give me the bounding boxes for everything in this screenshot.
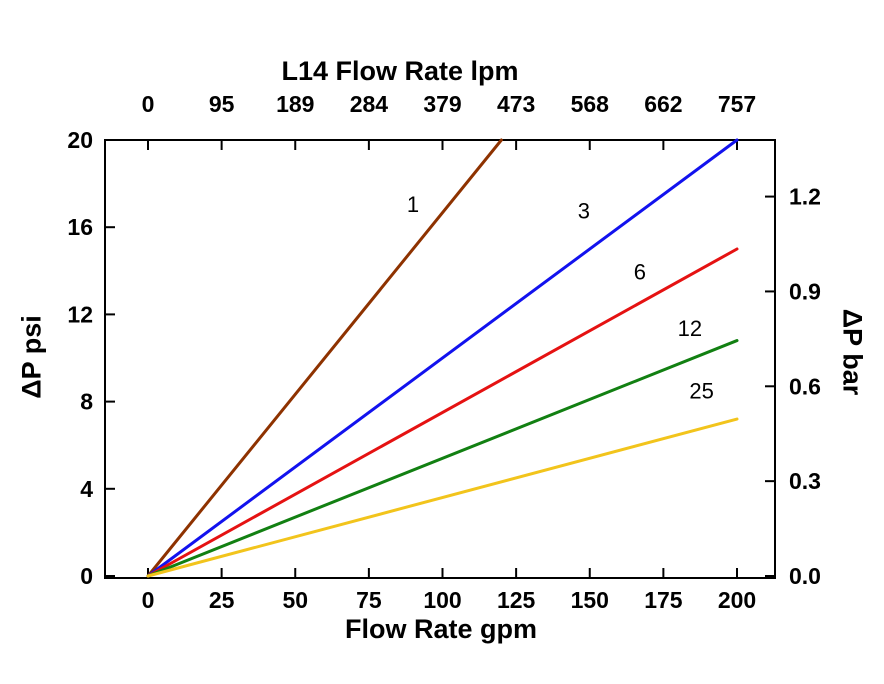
series-label-1: 1 [407,192,419,217]
top-axis-title: L14 Flow Rate lpm [281,56,519,86]
series-line-25 [146,417,739,578]
x-tick-label-bottom: 100 [423,587,461,613]
x-tick-label-bottom: 75 [356,587,382,613]
x-tick-label-top: 568 [571,91,610,117]
y-tick-label-right: 0.3 [789,468,821,494]
x-tick-label-top: 662 [644,91,682,117]
left-axis-title: ΔP psi [16,315,47,399]
y-tick-label-left: 8 [80,389,93,415]
series-line-1 [146,138,503,578]
x-tick-label-top: 189 [276,91,314,117]
series-label-12: 12 [678,316,702,341]
y-tick-label-right: 0.9 [789,278,821,304]
plot-frame [104,139,776,579]
series-label-3: 3 [578,198,590,223]
x-tick-label-bottom: 175 [644,587,683,613]
x-tick-label-bottom: 200 [718,587,756,613]
series-line-12 [146,339,739,578]
y-tick-label-left: 0 [80,563,93,589]
series-line-3 [146,138,739,578]
series-line-6 [146,247,739,578]
y-tick-label-left: 4 [80,476,93,502]
x-tick-label-bottom: 25 [209,587,235,613]
y-tick-label-left: 16 [67,214,93,240]
x-tick-label-top: 284 [350,91,389,117]
x-tick-label-top: 379 [423,91,461,117]
x-tick-label-top: 0 [142,91,155,117]
y-tick-label-right: 0.6 [789,373,821,399]
x-tick-label-bottom: 125 [497,587,536,613]
y-tick-label-left: 12 [67,301,93,327]
x-tick-label-bottom: 0 [142,587,155,613]
y-tick-label-right: 0.0 [789,563,821,589]
x-tick-label-bottom: 150 [571,587,609,613]
x-tick-label-bottom: 50 [282,587,308,613]
x-tick-label-top: 473 [497,91,535,117]
x-tick-label-top: 95 [209,91,235,117]
series-label-25: 25 [689,378,713,403]
bottom-axis-title: Flow Rate gpm [344,614,538,644]
series-label-6: 6 [634,260,646,285]
y-tick-label-right: 1.2 [789,184,821,210]
x-tick-label-top: 757 [718,91,756,117]
right-axis-title: ΔP bar [837,308,868,396]
y-tick-label-left: 20 [67,127,93,153]
